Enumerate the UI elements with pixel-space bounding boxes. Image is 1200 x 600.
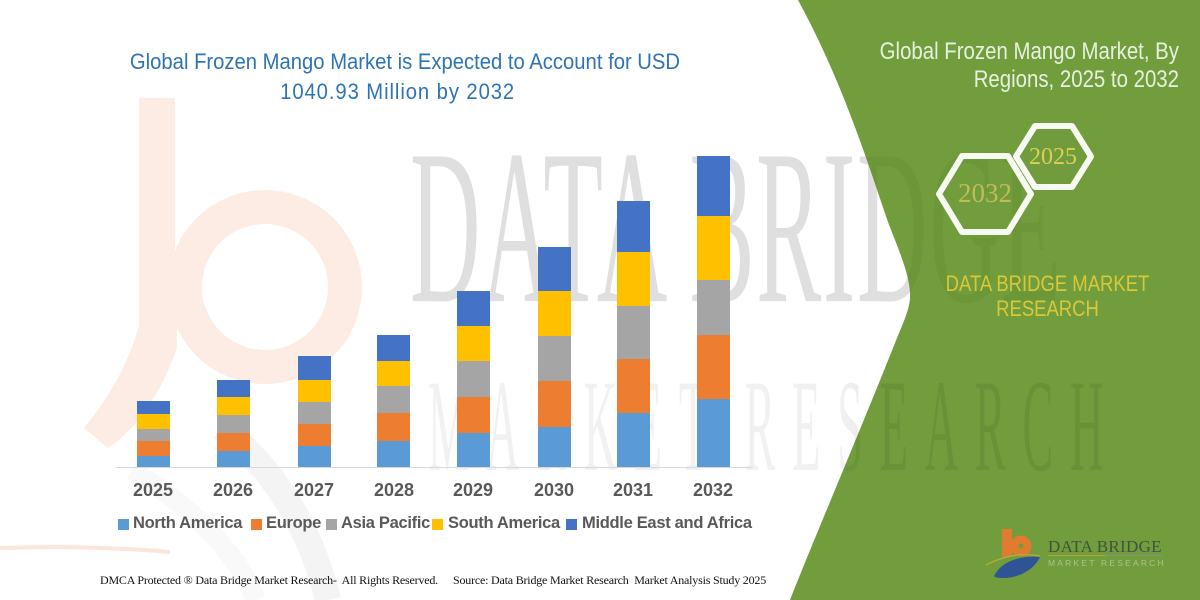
svg-text:2032: 2032 bbox=[958, 178, 1012, 208]
svg-text:DATA BRIDGE: DATA BRIDGE bbox=[1048, 537, 1162, 556]
svg-text:MARKET RESEARCH: MARKET RESEARCH bbox=[1048, 558, 1166, 568]
svg-text:2025: 2025 bbox=[1029, 144, 1077, 170]
